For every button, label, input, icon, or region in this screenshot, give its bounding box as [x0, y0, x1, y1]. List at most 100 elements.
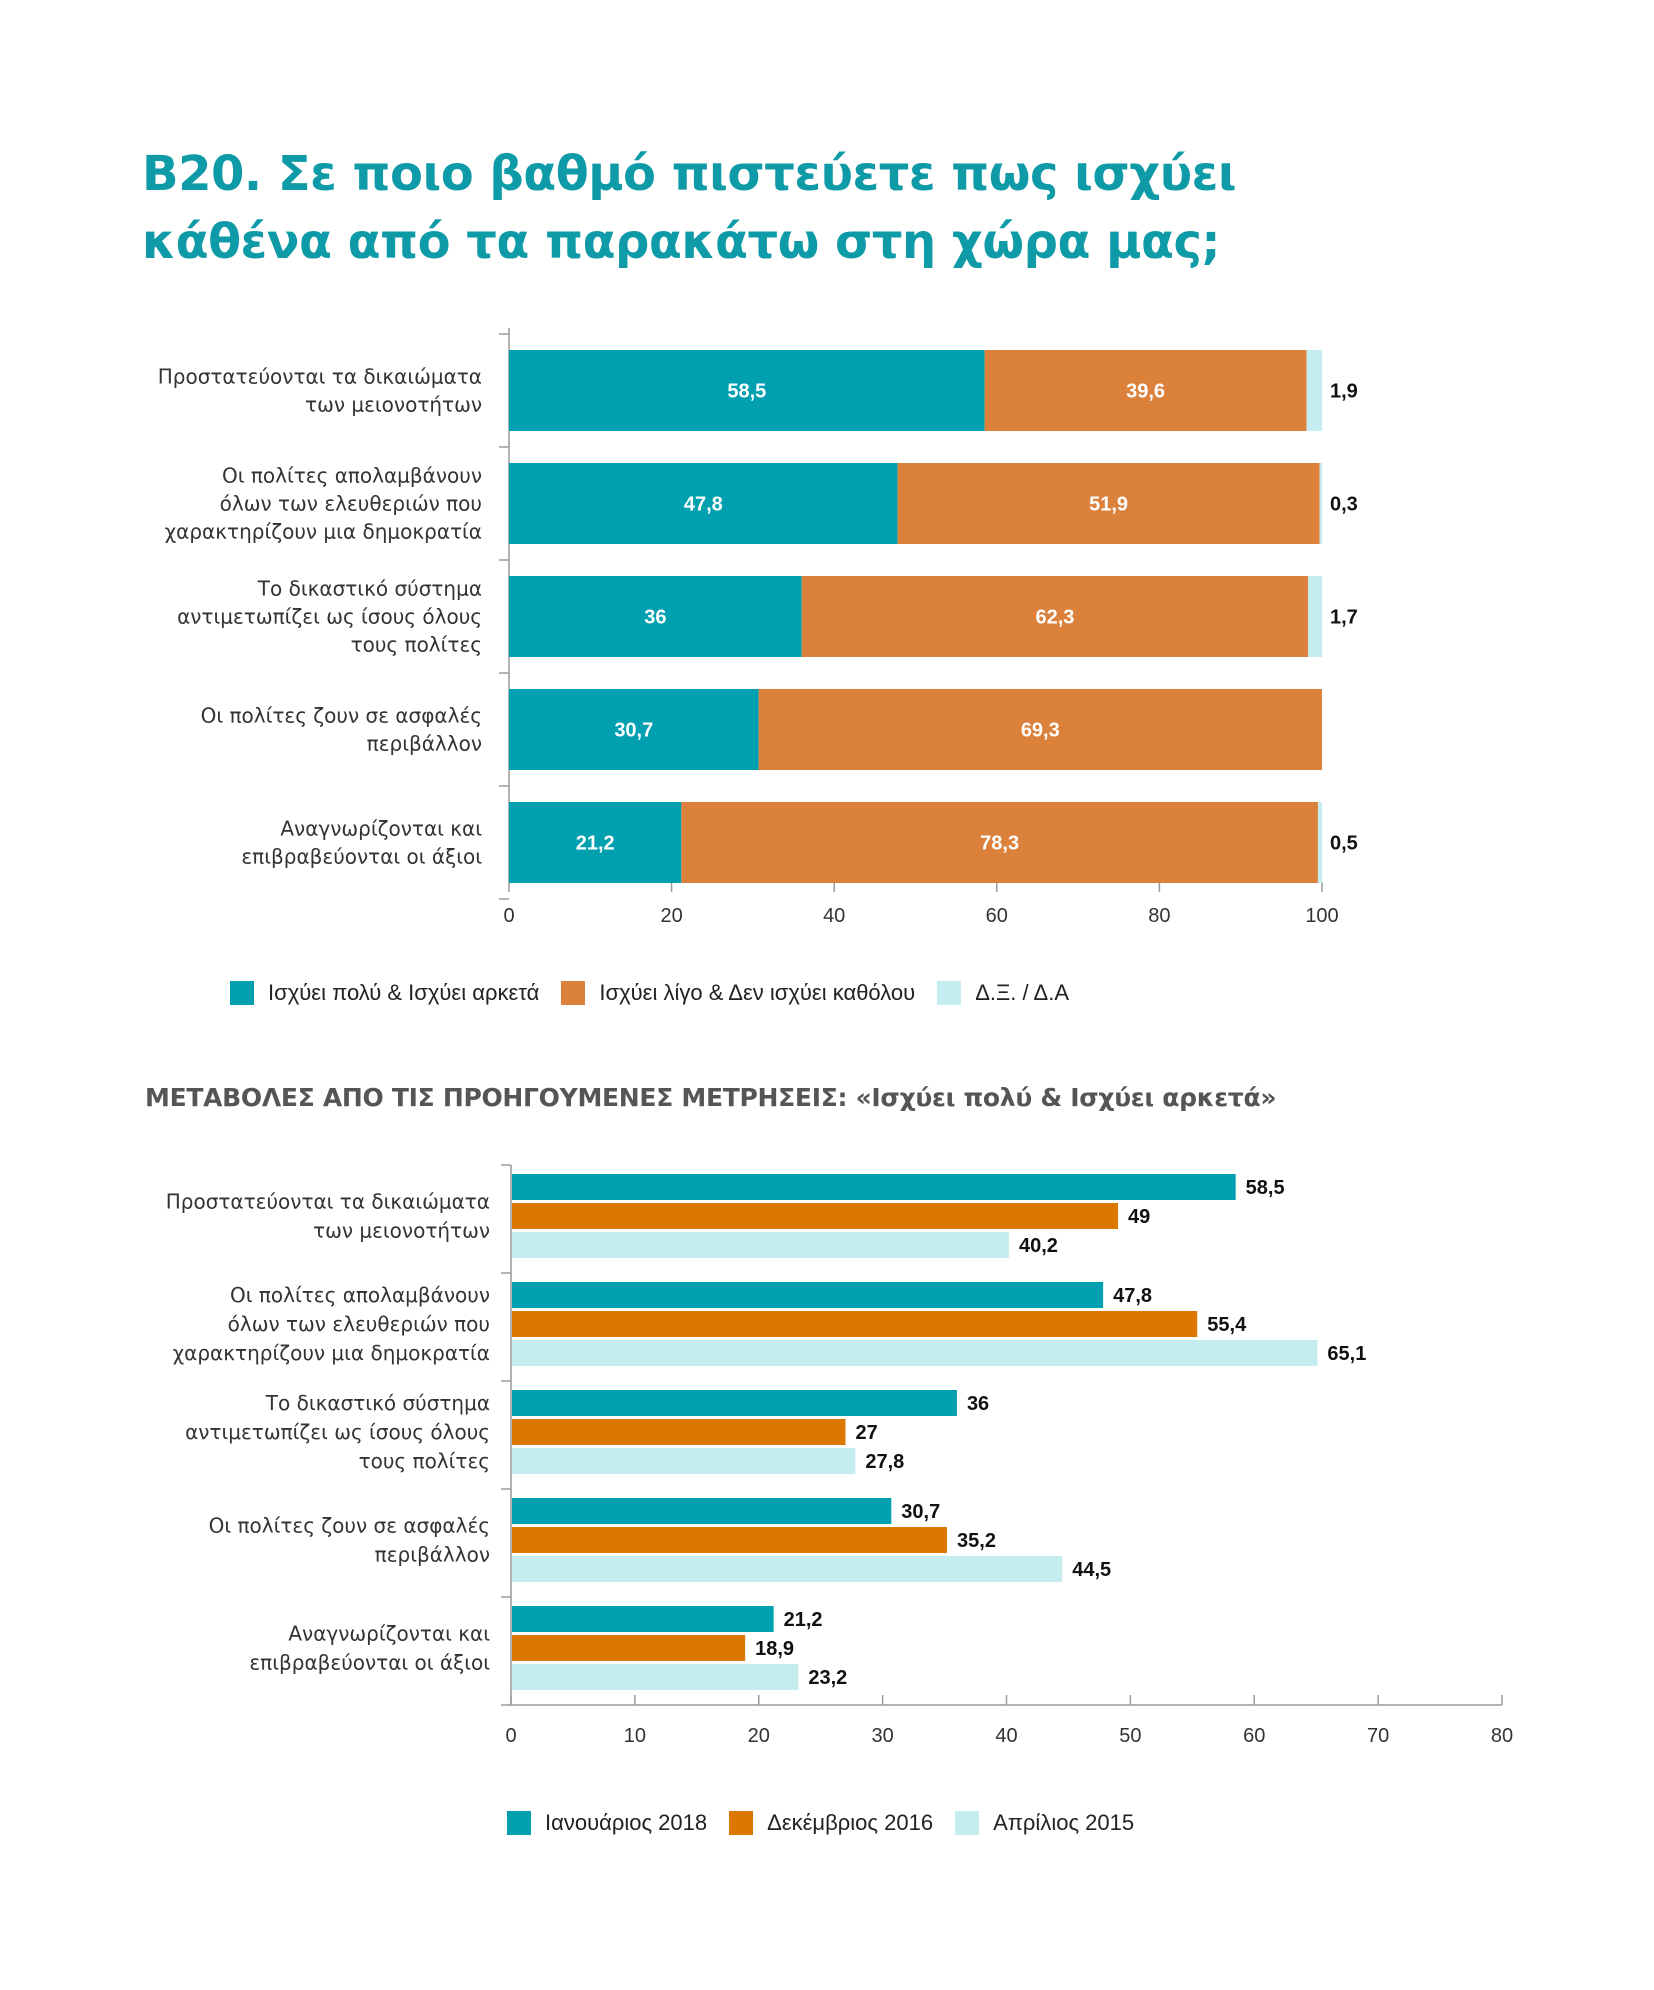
- legend-item-2018: Ιανουάριος 2018: [507, 1810, 707, 1836]
- data-label: 36: [967, 1393, 989, 1415]
- data-label: 21,2: [576, 833, 615, 855]
- page-title-line-1: B20. Σε ποιο βαθμό πιστεύετε πως ισχύει: [142, 146, 1237, 202]
- data-label: 65,1: [1327, 1343, 1366, 1365]
- bar-segment: [897, 463, 1320, 544]
- data-label: 49: [1128, 1206, 1150, 1228]
- page-title: B20. Σε ποιο βαθμό πιστεύετε πως ισχύει …: [142, 140, 1442, 276]
- legend-item-2016: Δεκέμβριος 2016: [729, 1810, 933, 1836]
- grouped-bar-chart: 0 10 20 30 40 50 60 70 80 Προστατεύονται τα δικαι…: [166, 1164, 1513, 1747]
- bar-segment: [509, 463, 898, 544]
- category-label-line: Το δικαστικό σύστημα: [257, 577, 482, 601]
- legend-item-weak: Ισχύει λίγο & Δεν ισχύει καθόλου: [561, 980, 915, 1006]
- x-tick-label: 80: [1491, 1725, 1513, 1747]
- section-title-changes: ΜΕΤΑΒΟΛΕΣ ΑΠΟ ΤΙΣ ΠΡΟΗΓΟΥΜΕΝΕΣ ΜΕΤΡΗΣΕΙΣ…: [145, 1083, 1277, 1112]
- legend-swatch-teal: [230, 981, 254, 1005]
- category-label-line: Προστατεύονται τα δικαιώματα: [166, 1190, 490, 1214]
- category-label-line: όλων των ελευθεριών που: [228, 1312, 490, 1336]
- legend-label-weak: Ισχύει λίγο & Δεν ισχύει καθόλου: [599, 980, 916, 1005]
- data-label: 58,5: [727, 381, 766, 403]
- x-tick-label: 80: [1148, 905, 1170, 927]
- data-label: 39,6: [1126, 381, 1165, 403]
- category-label-line: Οι πολίτες ζουν σε ασφαλές: [209, 1514, 490, 1538]
- category-label-line: των μειονοτήτων: [305, 393, 482, 417]
- category-label-line: Οι πολίτες ζουν σε ασφαλές: [201, 704, 482, 728]
- bar: [512, 1556, 1063, 1582]
- category-label-line: χαρακτηρίζουν μια δημοκρατία: [173, 1341, 490, 1365]
- x-tick-label: 20: [660, 905, 682, 927]
- bar-segment: [984, 350, 1307, 431]
- data-label: 21,2: [784, 1609, 823, 1631]
- bar-segment: [758, 689, 1322, 770]
- legend-item-dk: Δ.Ξ. / Δ.Α: [937, 980, 1069, 1006]
- bar: [512, 1203, 1118, 1229]
- bar: [512, 1419, 846, 1445]
- bar-segment: [1317, 802, 1322, 883]
- bar-segment: [509, 576, 802, 657]
- category-label-line: Προστατεύονται τα δικαιώματα: [158, 365, 482, 389]
- category-label: Αναγνωρίζονται και επιβραβεύονται οι άξιο…: [241, 817, 482, 869]
- bar: [512, 1282, 1104, 1308]
- category-label-line: Οι πολίτες απολαμβάνουν: [230, 1283, 490, 1307]
- data-label: 1,9: [1330, 381, 1358, 403]
- bar-segment: [1319, 463, 1322, 544]
- data-label: 1,7: [1330, 607, 1358, 629]
- bar: [512, 1498, 892, 1524]
- legend-swatch-orange: [561, 981, 586, 1005]
- category-label-line: αντιμετωπίζει ως ίσους όλους: [177, 605, 482, 629]
- category-label: Το δικαστικό σύστημα αντιμετωπίζει ως ίσο…: [177, 577, 482, 657]
- category-label-line: τους πολίτες: [351, 633, 482, 657]
- category-label: Αναγνωρίζονται και επιβραβεύονται οι άξιο…: [249, 1622, 490, 1675]
- page-title-line-2: κάθένα από τα παρακάτω στη χώρα μας;: [142, 214, 1221, 270]
- data-label: 40,2: [1019, 1235, 1058, 1257]
- category-label: Οι πολίτες ζουν σε ασφαλές περιβάλλον: [201, 704, 482, 756]
- bar: [512, 1606, 774, 1632]
- x-tick-label: 40: [823, 905, 845, 927]
- x-tick-label: 60: [986, 905, 1008, 927]
- bar: [512, 1635, 746, 1661]
- category-label-line: αντιμετωπίζει ως ίσους όλους: [185, 1420, 490, 1444]
- category-label-line: περιβάλλον: [367, 732, 482, 756]
- data-label: 51,9: [1089, 494, 1128, 516]
- data-label: 30,7: [901, 1501, 940, 1523]
- data-label: 30,7: [614, 720, 653, 742]
- bar-segment: [1308, 576, 1322, 657]
- category-label-line: των μειονοτήτων: [313, 1219, 490, 1243]
- legend-swatch-orange: [729, 1811, 754, 1835]
- stacked-chart-legend: Ισχύει πολύ & Ισχύει αρκετά Ισχύει λίγο …: [230, 980, 1091, 1006]
- bar: [512, 1232, 1009, 1258]
- legend-item-strong: Ισχύει πολύ & Ισχύει αρκετά: [230, 980, 539, 1006]
- data-label: 62,3: [1035, 607, 1074, 629]
- data-label: 47,8: [684, 494, 723, 516]
- bar: [512, 1340, 1318, 1366]
- legend-label-dk: Δ.Ξ. / Δ.Α: [975, 980, 1070, 1005]
- x-tick-label: 10: [624, 1725, 646, 1747]
- data-label: 18,9: [755, 1638, 794, 1660]
- data-label: 69,3: [1021, 720, 1060, 742]
- x-tick-label: 20: [748, 1725, 770, 1747]
- category-label: Το δικαστικό σύστημα αντιμετωπίζει ως ίσο…: [185, 1391, 490, 1473]
- data-label: 36: [644, 607, 666, 629]
- bar: [512, 1174, 1236, 1200]
- x-tick-label: 0: [505, 1725, 516, 1747]
- grouped-chart-legend: Ιανουάριος 2018 Δεκέμβριος 2016 Απρίλιος…: [507, 1810, 1156, 1836]
- category-label: Προστατεύονται τα δικαιώματα των μειονοτή…: [166, 1190, 490, 1243]
- category-label-line: επιβραβεύονται οι άξιοι: [241, 845, 482, 869]
- category-label: Προστατεύονται τα δικαιώματα των μειονοτή…: [158, 365, 482, 417]
- bar-segment: [509, 350, 985, 431]
- data-label: 0,3: [1330, 494, 1358, 516]
- x-tick-label: 40: [995, 1725, 1017, 1747]
- legend-swatch-teal: [507, 1811, 531, 1835]
- category-label: Οι πολίτες ζουν σε ασφαλές περιβάλλον: [209, 1514, 490, 1567]
- category-label-line: τους πολίτες: [359, 1449, 490, 1473]
- bar-segment: [801, 576, 1309, 657]
- data-label: 58,5: [1246, 1177, 1285, 1199]
- bar: [512, 1448, 856, 1474]
- bar: [512, 1390, 957, 1416]
- bar-segment: [509, 802, 682, 883]
- category-label-line: περιβάλλον: [375, 1543, 490, 1567]
- bar-segment: [1306, 350, 1322, 431]
- category-label-line: Οι πολίτες απολαμβάνουν: [222, 464, 482, 488]
- category-label: Οι πολίτες απολαμβάνουν όλων των ελευθερι…: [173, 1283, 490, 1365]
- data-label: 23,2: [808, 1667, 847, 1689]
- data-label: 27: [855, 1422, 877, 1444]
